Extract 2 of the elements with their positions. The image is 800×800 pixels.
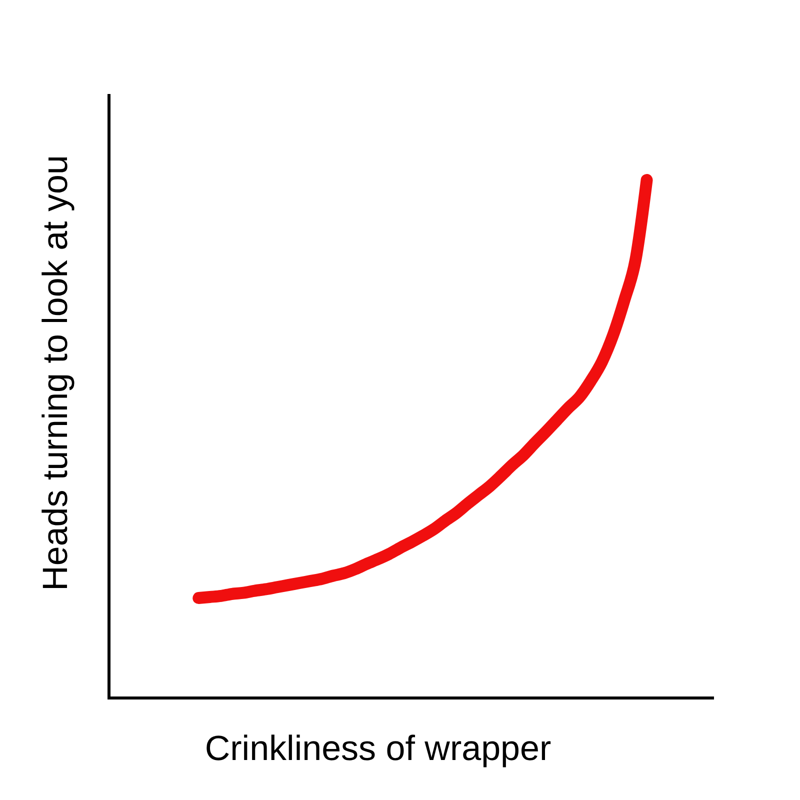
y-axis-title: Heads turning to look at you <box>36 155 75 591</box>
x-axis-title: Crinkliness of wrapper <box>204 729 552 768</box>
